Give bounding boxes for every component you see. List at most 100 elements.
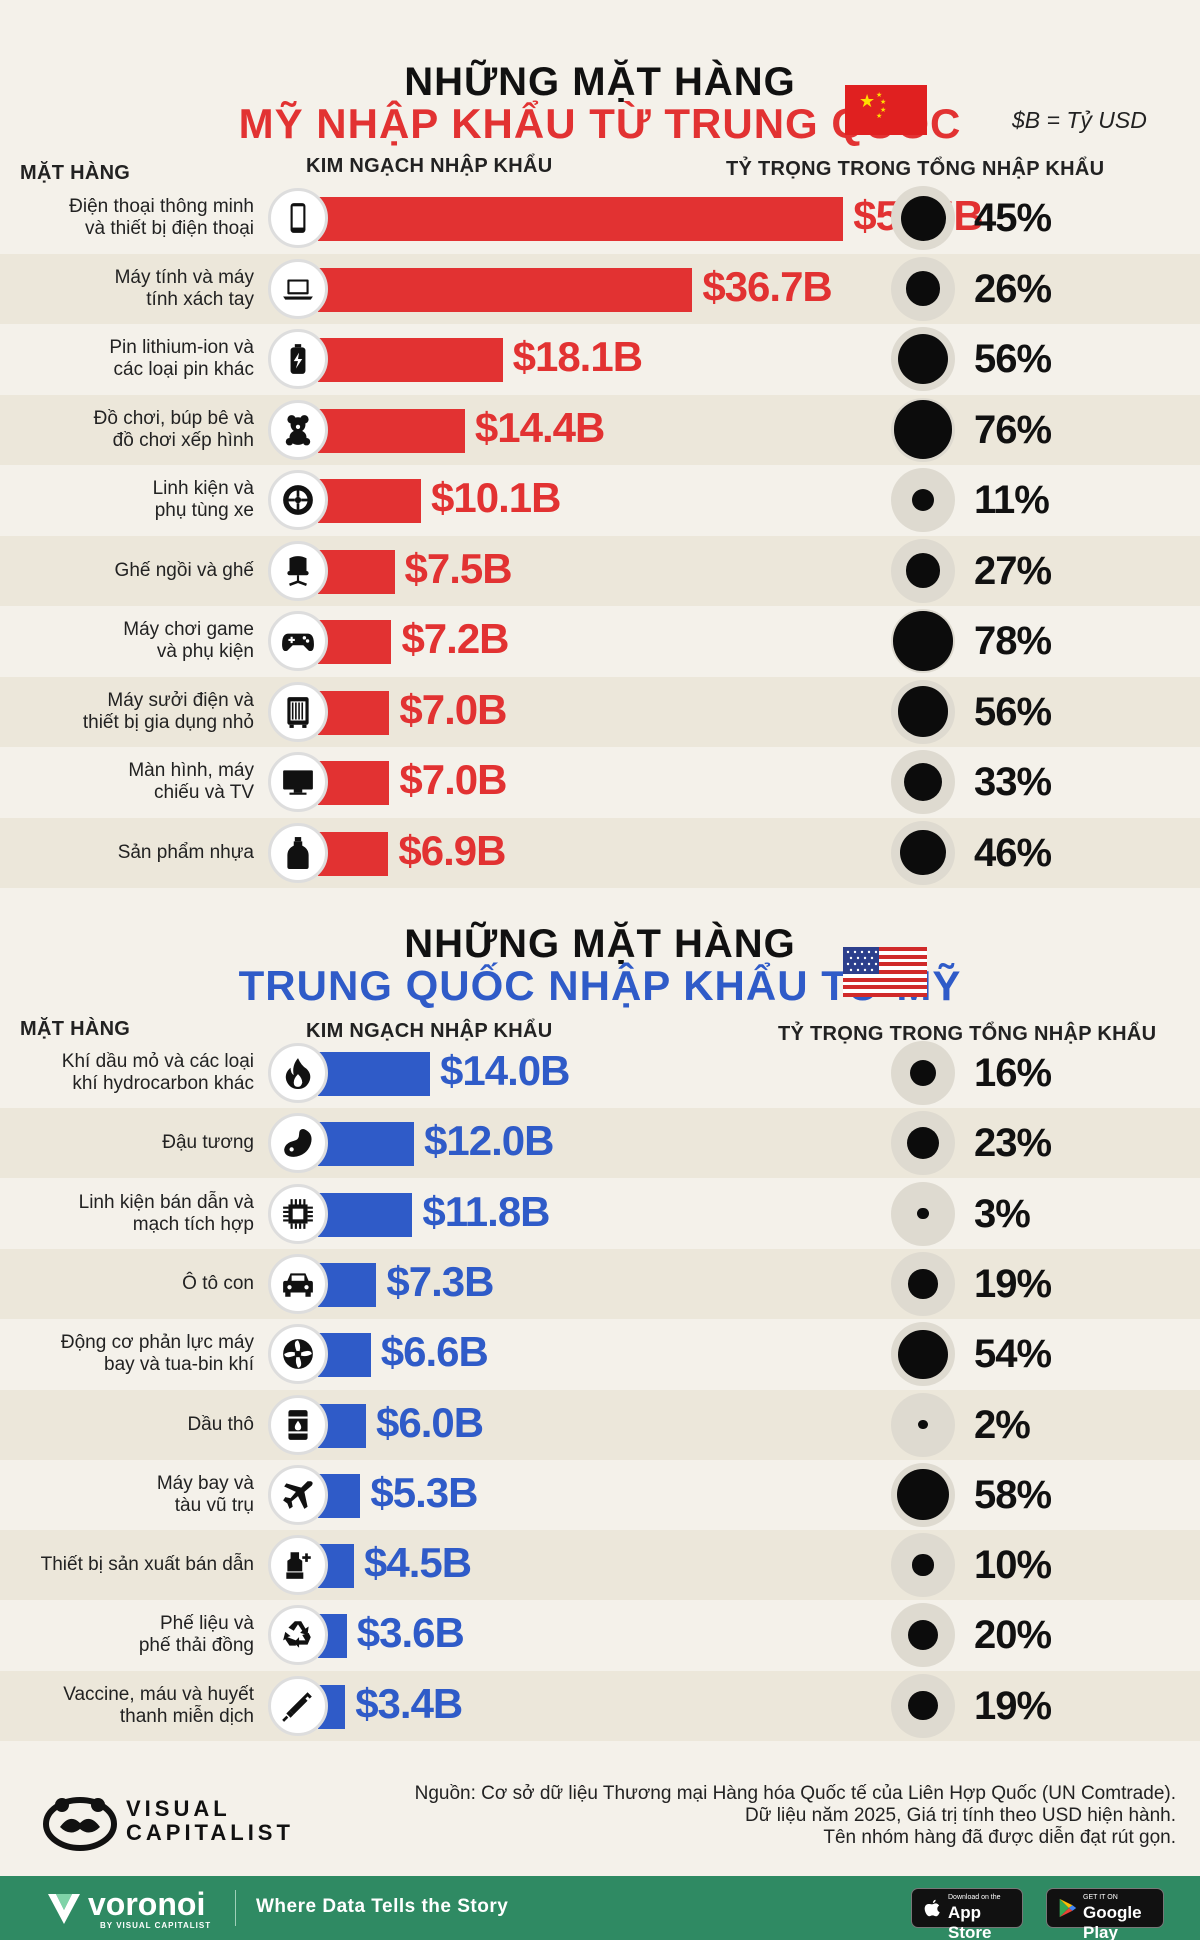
soybean-icon xyxy=(268,1113,328,1174)
share-dot xyxy=(912,1554,934,1576)
share-dot-bg xyxy=(891,327,955,391)
chart-row: Vaccine, máu và huyết thanh miễn dịch $3.… xyxy=(0,1670,1200,1741)
source-line3: Tên nhóm hàng đã được diễn đạt rút gọn. xyxy=(823,1827,1176,1848)
app-store-small: Download on the xyxy=(948,1894,1001,1901)
soybean-icon-glyph xyxy=(284,1129,312,1158)
voronoi-by: BY VISUAL CAPITALIST xyxy=(100,1921,212,1930)
voronoi-logo-icon xyxy=(48,1894,80,1924)
chart-row: Máy tính và máy tính xách tay $36.7B 26% xyxy=(0,253,1200,324)
google-play-button[interactable]: GET IT ON Google Play xyxy=(1046,1888,1164,1940)
value-label: $7.2B xyxy=(401,615,509,662)
value-label: $3.6B xyxy=(356,1609,465,1657)
share-label: 3% xyxy=(974,1191,1031,1236)
chart-row: Màn hình, máy chiếu và TV $7.0B 33% xyxy=(0,747,1200,817)
category-label: Ô tô con xyxy=(182,1272,254,1294)
share-label: 23% xyxy=(974,1121,1052,1166)
airplane-icon xyxy=(268,1464,328,1525)
share-dot xyxy=(893,400,953,459)
footer-tagline: Where Data Tells the Story xyxy=(256,1896,509,1917)
category-label: Vaccine, máu và huyết thanh miễn dịch xyxy=(63,1683,254,1727)
share-dot-bg xyxy=(891,609,955,673)
category-label: Máy tính và máy tính xách tay xyxy=(114,266,254,310)
value-label: $14.4B xyxy=(474,403,605,451)
section2-head-share: TỶ TRỌNG TRONG TỔNG NHẬP KHẨU xyxy=(778,1023,1157,1045)
share-dot-bg xyxy=(891,750,955,814)
bar xyxy=(318,549,395,594)
category-label: Động cơ phản lực máy bay và tua-bin khí xyxy=(60,1332,254,1376)
bar xyxy=(318,479,422,523)
plastic-bottle-icon xyxy=(268,822,328,883)
share-dot-bg xyxy=(891,1603,955,1668)
airplane-icon-glyph xyxy=(283,1480,313,1509)
vc-line1: VISUAL xyxy=(126,1796,231,1821)
share-label: 45% xyxy=(974,196,1052,240)
share-label: 19% xyxy=(974,1261,1052,1306)
tire-icon-glyph xyxy=(283,485,313,515)
plastic-bottle-icon-glyph xyxy=(287,836,309,869)
share-label: 76% xyxy=(974,407,1052,452)
bar xyxy=(318,831,389,876)
app-store-button[interactable]: Download on the App Store xyxy=(911,1888,1023,1940)
category-label: Điện thoại thông minh và thiết bị điện t… xyxy=(69,196,254,239)
category-label: Sản phẩm nhựa xyxy=(117,841,254,863)
gamepad-icon xyxy=(268,611,328,671)
share-label: 16% xyxy=(974,1051,1052,1095)
share-label: 33% xyxy=(974,760,1052,804)
share-dot xyxy=(908,1269,938,1299)
tv-icon xyxy=(268,752,328,812)
share-dot-bg xyxy=(891,397,955,462)
apple-icon xyxy=(924,1899,940,1917)
voronoi-wordmark: voronoi xyxy=(88,1886,206,1922)
laptop-icon xyxy=(268,258,328,319)
chart-row: Ghế ngồi và ghế $7.5B 27% xyxy=(0,535,1200,606)
share-label: 19% xyxy=(974,1683,1052,1728)
footer-divider xyxy=(235,1890,236,1926)
share-dot-bg xyxy=(891,1462,955,1527)
share-label: 58% xyxy=(974,1472,1052,1517)
flame-icon xyxy=(268,1043,328,1103)
svg-text:★: ★ xyxy=(880,106,886,114)
category-label: Máy bay và tàu vũ trụ xyxy=(156,1472,254,1516)
share-dot-bg xyxy=(891,1181,955,1246)
battery-icon xyxy=(268,329,328,389)
recycle-icon-glyph xyxy=(283,1621,311,1649)
battery-icon-glyph xyxy=(290,344,306,374)
bar xyxy=(318,1052,430,1096)
value-label: $14.0B xyxy=(440,1047,570,1094)
share-dot-bg xyxy=(891,820,955,885)
svg-text:★: ★ xyxy=(880,98,886,106)
tv-icon-glyph xyxy=(283,770,313,795)
category-label: Màn hình, máy chiếu và TV xyxy=(128,760,254,803)
chart-row: Đồ chơi, búp bê và đồ chơi xếp hình $14.4… xyxy=(0,394,1200,465)
category-label: Khí dầu mỏ và các loại khí hydrocarbon k… xyxy=(61,1051,254,1094)
chart-row: Máy bay và tàu vũ trụ $5.3B 58% xyxy=(0,1460,1200,1530)
share-label: 27% xyxy=(974,548,1052,593)
share-dot-bg xyxy=(891,1041,955,1105)
value-label: $4.5B xyxy=(364,1539,472,1587)
chart-row: Ô tô con $7.3B 19% xyxy=(0,1248,1200,1319)
share-dot xyxy=(905,271,941,306)
bar xyxy=(318,761,390,805)
section1-title-line2: MỸ NHẬP KHẨU TỪ TRUNG QUỐC xyxy=(238,100,962,147)
category-label: Pin lithium-ion và các loại pin khác xyxy=(109,337,254,380)
chart-row: Điện thoại thông minh và thiết bị điện t… xyxy=(0,183,1200,253)
section2-head-item: MẶT HÀNG xyxy=(20,1018,131,1040)
syringe-icon-glyph xyxy=(282,1691,312,1722)
share-dot xyxy=(897,1469,949,1521)
share-label: 10% xyxy=(974,1543,1052,1588)
category-label: Linh kiện bán dẫn và mạch tích hợp xyxy=(78,1191,254,1235)
flame-icon-glyph xyxy=(285,1058,311,1089)
share-dot xyxy=(898,1329,948,1379)
source-line2: Dữ liệu năm 2025, Giá trị tính theo USD … xyxy=(745,1805,1176,1826)
chart-row: Dầu thô $6.0B 2% xyxy=(0,1389,1200,1460)
section2-title-line1: NHỮNG MẶT HÀNG xyxy=(404,922,796,966)
google-play-icon xyxy=(1059,1898,1077,1918)
value-label: $10.1B xyxy=(431,474,561,521)
share-label: 26% xyxy=(974,266,1052,311)
section1-title-line1: NHỮNG MẶT HÀNG xyxy=(404,60,796,104)
bar xyxy=(318,197,844,241)
share-dot xyxy=(897,686,949,737)
value-label: $7.0B xyxy=(399,756,507,803)
value-label: $11.8B xyxy=(422,1187,550,1235)
share-label: 56% xyxy=(974,337,1052,381)
